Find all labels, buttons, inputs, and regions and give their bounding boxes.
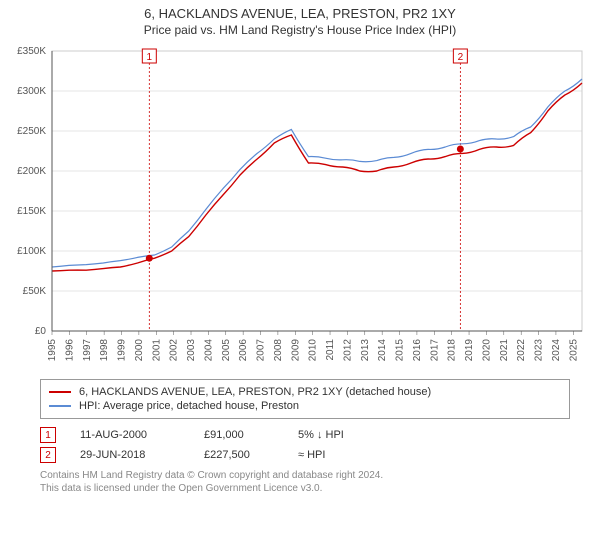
svg-text:£350K: £350K xyxy=(17,46,46,57)
svg-text:1996: 1996 xyxy=(64,339,75,362)
line-chart: £0 £50K £100K £150K £200K £250K £300K £350K 1995… xyxy=(8,43,592,373)
event-note: 5% ↓ HPI xyxy=(298,429,344,441)
svg-text:£0: £0 xyxy=(35,326,47,337)
legend-swatch xyxy=(49,405,71,407)
svg-text:2002: 2002 xyxy=(169,339,180,362)
title-line2: Price paid vs. HM Land Registry's House … xyxy=(0,23,600,37)
svg-text:£250K: £250K xyxy=(17,126,46,137)
svg-text:£50K: £50K xyxy=(23,286,47,297)
svg-text:2015: 2015 xyxy=(395,339,406,362)
svg-text:1998: 1998 xyxy=(99,339,110,362)
legend-label: HPI: Average price, detached house, Pres… xyxy=(79,400,299,412)
event-date: 11-AUG-2000 xyxy=(80,429,180,441)
legend-label: 6, HACKLANDS AVENUE, LEA, PRESTON, PR2 1… xyxy=(79,386,431,398)
chart-title-block: 6, HACKLANDS AVENUE, LEA, PRESTON, PR2 1… xyxy=(0,0,600,39)
legend-item: 6, HACKLANDS AVENUE, LEA, PRESTON, PR2 1… xyxy=(49,386,561,398)
event-price: £91,000 xyxy=(204,429,274,441)
event-row: 2 29-JUN-2018 £227,500 ≈ HPI xyxy=(40,447,570,463)
svg-text:2021: 2021 xyxy=(499,339,510,362)
event-row: 1 11-AUG-2000 £91,000 5% ↓ HPI xyxy=(40,427,570,443)
event-date: 29-JUN-2018 xyxy=(80,449,180,461)
svg-text:2008: 2008 xyxy=(273,339,284,362)
chart-area: £0 £50K £100K £150K £200K £250K £300K £350K 1995… xyxy=(8,43,592,373)
event-marker-1: 1 xyxy=(40,427,56,443)
svg-text:2016: 2016 xyxy=(412,339,423,362)
svg-text:2006: 2006 xyxy=(238,339,249,362)
svg-text:2009: 2009 xyxy=(290,339,301,362)
svg-text:£200K: £200K xyxy=(17,166,46,177)
svg-text:£300K: £300K xyxy=(17,86,46,97)
svg-text:2005: 2005 xyxy=(221,339,232,362)
legend-item: HPI: Average price, detached house, Pres… xyxy=(49,400,561,412)
svg-text:2003: 2003 xyxy=(186,339,197,362)
svg-text:2011: 2011 xyxy=(325,339,336,361)
licence-line2: This data is licensed under the Open Gov… xyxy=(40,482,570,495)
licence-line1: Contains HM Land Registry data © Crown c… xyxy=(40,469,570,482)
svg-text:2010: 2010 xyxy=(308,339,319,362)
events-table: 1 11-AUG-2000 £91,000 5% ↓ HPI 2 29-JUN-… xyxy=(40,427,570,463)
event-marker-2: 2 xyxy=(40,447,56,463)
svg-text:2013: 2013 xyxy=(360,339,371,362)
svg-text:2024: 2024 xyxy=(551,339,562,362)
svg-text:2012: 2012 xyxy=(342,339,353,362)
svg-text:2018: 2018 xyxy=(447,339,458,362)
event-price: £227,500 xyxy=(204,449,274,461)
svg-text:2022: 2022 xyxy=(516,339,527,362)
svg-text:1: 1 xyxy=(147,52,153,63)
svg-text:2004: 2004 xyxy=(203,339,214,362)
svg-text:2023: 2023 xyxy=(534,339,545,362)
legend: 6, HACKLANDS AVENUE, LEA, PRESTON, PR2 1… xyxy=(40,379,570,419)
legend-swatch xyxy=(49,391,71,393)
svg-text:2: 2 xyxy=(458,52,464,63)
svg-text:2000: 2000 xyxy=(134,339,145,362)
svg-text:2007: 2007 xyxy=(256,339,267,362)
licence-text: Contains HM Land Registry data © Crown c… xyxy=(40,469,570,495)
svg-text:2001: 2001 xyxy=(151,339,162,362)
svg-text:£100K: £100K xyxy=(17,246,46,257)
event-note: ≈ HPI xyxy=(298,449,325,461)
svg-text:1999: 1999 xyxy=(117,339,128,362)
title-line1: 6, HACKLANDS AVENUE, LEA, PRESTON, PR2 1… xyxy=(0,6,600,21)
svg-text:2014: 2014 xyxy=(377,339,388,362)
svg-text:£150K: £150K xyxy=(17,206,46,217)
svg-text:2017: 2017 xyxy=(429,339,440,362)
svg-text:2020: 2020 xyxy=(481,339,492,362)
svg-text:2019: 2019 xyxy=(464,339,475,362)
svg-text:1995: 1995 xyxy=(47,339,58,362)
svg-text:2025: 2025 xyxy=(568,339,579,362)
svg-text:1997: 1997 xyxy=(82,339,93,362)
